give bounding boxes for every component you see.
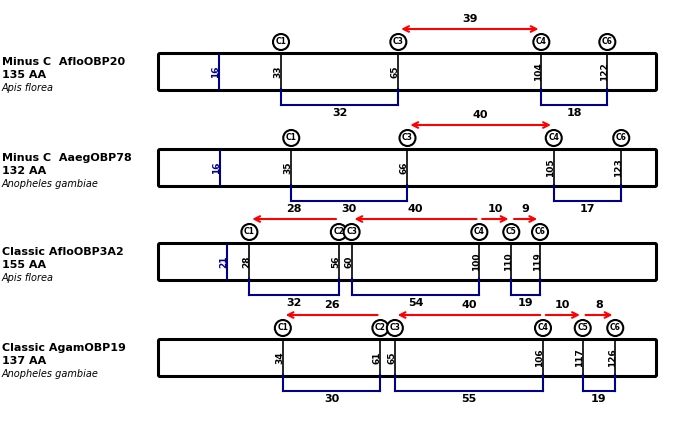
Text: C4: C4 xyxy=(536,37,547,46)
Circle shape xyxy=(387,320,403,336)
FancyBboxPatch shape xyxy=(158,243,656,280)
Text: 17: 17 xyxy=(580,204,595,214)
Circle shape xyxy=(608,320,623,336)
Text: C4: C4 xyxy=(548,133,559,142)
Text: 28: 28 xyxy=(242,256,251,268)
Text: 119: 119 xyxy=(532,253,542,272)
FancyBboxPatch shape xyxy=(158,339,656,376)
Text: C4: C4 xyxy=(474,227,485,237)
Text: 10: 10 xyxy=(488,204,503,214)
Text: C3: C3 xyxy=(389,323,400,333)
Circle shape xyxy=(534,34,549,50)
Text: 104: 104 xyxy=(534,63,543,81)
Text: 21: 21 xyxy=(220,256,229,268)
Text: C3: C3 xyxy=(346,227,357,237)
FancyBboxPatch shape xyxy=(158,53,656,91)
Text: Classic AgamOBP19: Classic AgamOBP19 xyxy=(2,343,126,353)
Text: 10: 10 xyxy=(555,300,571,310)
Circle shape xyxy=(373,320,388,336)
Text: 132 AA: 132 AA xyxy=(2,166,47,176)
Text: Minus C  AaegOBP78: Minus C AaegOBP78 xyxy=(2,153,132,163)
Text: 26: 26 xyxy=(324,300,340,310)
FancyBboxPatch shape xyxy=(158,149,656,187)
Text: 9: 9 xyxy=(522,204,530,214)
Text: 30: 30 xyxy=(342,204,357,214)
Text: 8: 8 xyxy=(595,300,603,310)
Text: 122: 122 xyxy=(600,63,609,81)
Text: C5: C5 xyxy=(506,227,516,237)
Text: 135 AA: 135 AA xyxy=(2,70,46,80)
Text: Minus C  AfloOBP20: Minus C AfloOBP20 xyxy=(2,57,125,67)
Text: 33: 33 xyxy=(273,66,282,78)
Text: 60: 60 xyxy=(344,256,353,268)
Text: 35: 35 xyxy=(284,162,292,174)
Circle shape xyxy=(344,224,360,240)
Text: C1: C1 xyxy=(275,37,286,46)
Circle shape xyxy=(273,34,289,50)
Text: Apis florea: Apis florea xyxy=(2,83,54,93)
Text: 16: 16 xyxy=(211,66,220,78)
Circle shape xyxy=(503,224,519,240)
Text: 110: 110 xyxy=(503,253,513,271)
Text: 19: 19 xyxy=(518,298,534,308)
Text: C1: C1 xyxy=(277,323,288,333)
Circle shape xyxy=(535,320,551,336)
Circle shape xyxy=(399,130,416,146)
Text: 32: 32 xyxy=(332,108,347,118)
Circle shape xyxy=(241,224,258,240)
Text: 16: 16 xyxy=(212,162,221,174)
Text: 61: 61 xyxy=(373,352,382,364)
Text: 106: 106 xyxy=(536,349,545,367)
Text: 54: 54 xyxy=(408,298,423,308)
Circle shape xyxy=(284,130,299,146)
Text: 155 AA: 155 AA xyxy=(2,260,46,270)
Text: C6: C6 xyxy=(610,323,621,333)
Text: 40: 40 xyxy=(473,110,488,120)
Circle shape xyxy=(546,130,562,146)
Text: C4: C4 xyxy=(538,323,549,333)
Text: Apis florea: Apis florea xyxy=(2,273,54,283)
Text: 32: 32 xyxy=(286,298,302,308)
Text: 19: 19 xyxy=(591,394,607,404)
Text: 40: 40 xyxy=(461,300,477,310)
Circle shape xyxy=(613,130,630,146)
Text: 126: 126 xyxy=(608,349,616,368)
Text: 105: 105 xyxy=(546,159,556,177)
Text: 34: 34 xyxy=(275,352,284,364)
Circle shape xyxy=(390,34,406,50)
Text: C3: C3 xyxy=(402,133,413,142)
Text: 137 AA: 137 AA xyxy=(2,356,47,366)
Text: Classic AfloOBP3A2: Classic AfloOBP3A2 xyxy=(2,247,124,257)
Text: 18: 18 xyxy=(566,108,582,118)
Circle shape xyxy=(331,224,347,240)
Text: 65: 65 xyxy=(391,66,400,78)
Text: C5: C5 xyxy=(577,323,588,333)
Text: C2: C2 xyxy=(334,227,345,237)
Text: 55: 55 xyxy=(461,394,477,404)
Text: 56: 56 xyxy=(332,256,340,268)
Circle shape xyxy=(275,320,291,336)
Text: 28: 28 xyxy=(286,204,302,214)
Text: 66: 66 xyxy=(400,162,409,174)
Text: C6: C6 xyxy=(602,37,613,46)
Circle shape xyxy=(575,320,590,336)
Text: 123: 123 xyxy=(614,159,623,177)
Text: C3: C3 xyxy=(393,37,403,46)
Text: 117: 117 xyxy=(575,349,584,368)
Text: C2: C2 xyxy=(375,323,386,333)
Text: C6: C6 xyxy=(534,227,545,237)
Text: 30: 30 xyxy=(324,394,339,404)
Text: 100: 100 xyxy=(472,253,481,271)
Text: C1: C1 xyxy=(244,227,255,237)
Text: 65: 65 xyxy=(387,352,397,364)
Text: Anopheles gambiae: Anopheles gambiae xyxy=(2,179,99,189)
Text: C1: C1 xyxy=(286,133,297,142)
Text: C6: C6 xyxy=(616,133,627,142)
Circle shape xyxy=(599,34,615,50)
Text: 39: 39 xyxy=(462,14,477,24)
Text: 40: 40 xyxy=(408,204,423,214)
Circle shape xyxy=(532,224,548,240)
Circle shape xyxy=(471,224,487,240)
Text: Anopheles gambiae: Anopheles gambiae xyxy=(2,369,99,379)
